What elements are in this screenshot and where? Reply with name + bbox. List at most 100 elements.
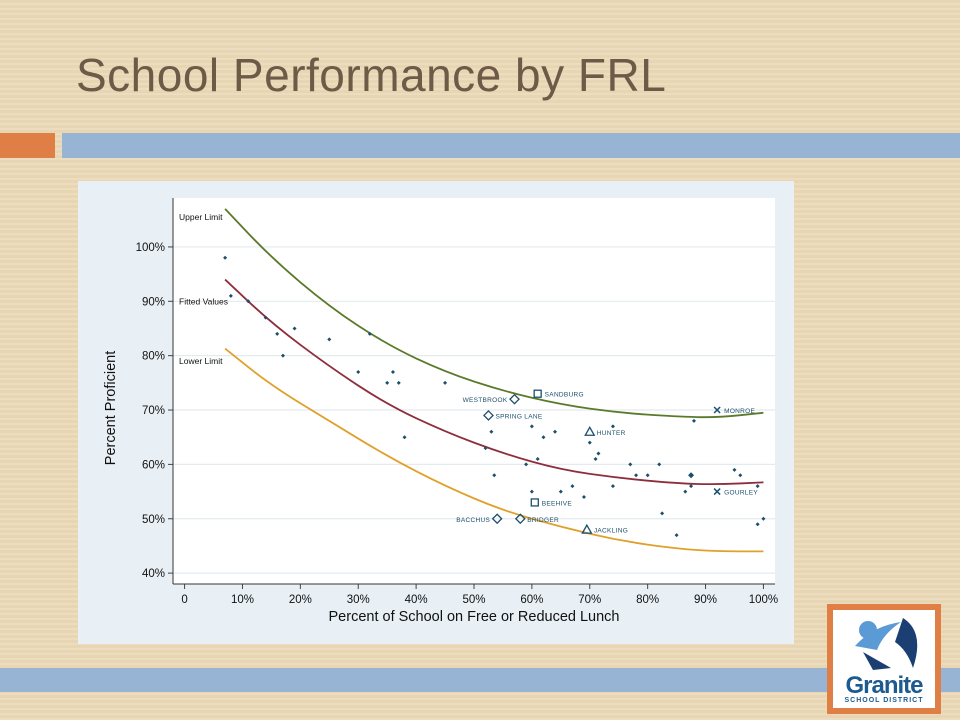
logo-subtitle: SCHOOL DISTRICT <box>844 697 924 704</box>
x-tick-label: 0 <box>181 594 187 606</box>
data-point <box>529 489 534 494</box>
labeled-point-marker <box>491 513 503 525</box>
lower-limit-curve <box>224 347 764 553</box>
data-point <box>634 473 639 478</box>
y-tick-label: 60% <box>142 459 165 471</box>
data-point <box>581 495 586 500</box>
data-point <box>223 255 228 260</box>
point-label: SPRING LANE <box>495 413 542 420</box>
point-label: JACKLING <box>594 528 628 535</box>
logo-inner: Granite SCHOOL DISTRICT <box>833 610 935 708</box>
point-label: GOURLEY <box>724 490 758 497</box>
upper-limit-curve <box>224 208 764 419</box>
curve-label: Fitted Values <box>179 296 228 306</box>
labeled-point-marker <box>713 488 721 496</box>
x-tick-label: 40% <box>405 594 428 606</box>
labeled-point-marker <box>533 389 542 398</box>
x-tick-label: 100% <box>749 594 778 606</box>
data-point <box>674 533 679 538</box>
data-point <box>443 380 448 385</box>
point-label: MONROE <box>724 408 755 415</box>
labeled-point-marker <box>530 498 539 507</box>
x-tick-label: 30% <box>347 594 370 606</box>
y-axis-label: Percent Proficient <box>103 351 119 465</box>
point-label: BEEHIVE <box>542 500 573 507</box>
data-point <box>524 462 529 467</box>
labeled-point-marker <box>581 523 593 534</box>
chart-frame: 40% 50% 60% 70% 80% 90% 100% 0 10% 20% 30% 40% 50% 60… <box>78 181 794 644</box>
data-point <box>402 435 407 440</box>
accent-bar-blue-top <box>62 133 960 158</box>
data-point <box>738 473 743 478</box>
x-tick-label: 70% <box>578 594 601 606</box>
y-tick-label: 50% <box>142 514 165 526</box>
figure-logo-icon <box>855 618 918 670</box>
data-point <box>292 326 297 331</box>
accent-bar-blue-bottom <box>0 668 960 692</box>
data-point <box>280 353 285 358</box>
data-point <box>755 522 760 527</box>
data-point <box>553 429 558 434</box>
y-tick-label: 80% <box>142 351 165 363</box>
data-point <box>390 369 395 374</box>
scatter-chart: 40% 50% 60% 70% 80% 90% 100% 0 10% 20% 30% 40% 50% 60… <box>103 198 778 625</box>
labeled-point-marker <box>509 393 520 405</box>
curve-label: Upper Limit <box>179 212 223 222</box>
data-point <box>246 299 251 304</box>
point-label: WESTBROOK <box>463 397 508 404</box>
labeled-point-marker <box>688 472 695 479</box>
slide-title: School Performance by FRL <box>76 49 667 101</box>
data-point <box>396 380 401 385</box>
data-point <box>628 462 633 467</box>
point-label: BRIDGER <box>527 517 559 524</box>
data-point <box>535 456 540 461</box>
data-point <box>356 369 361 374</box>
x-tick-label: 90% <box>694 594 717 606</box>
data-point <box>489 429 494 434</box>
data-point <box>610 424 615 429</box>
data-point <box>275 331 280 336</box>
data-point <box>367 331 372 336</box>
x-tick-label: 60% <box>520 594 543 606</box>
labeled-point-marker <box>713 406 721 414</box>
data-point <box>570 484 575 489</box>
x-tick-label: 10% <box>231 594 254 606</box>
data-point <box>657 462 662 467</box>
point-label: SANDBURG <box>545 392 584 399</box>
data-point <box>683 489 688 494</box>
accent-bar-orange <box>0 133 55 158</box>
data-point <box>610 484 615 489</box>
data-point <box>691 418 696 423</box>
y-tick-label: 40% <box>142 568 165 580</box>
labeled-point-marker <box>483 410 494 421</box>
curve-label: Lower Limit <box>179 356 223 366</box>
point-label: BACCHUS <box>456 517 490 524</box>
x-tick-label: 50% <box>462 594 485 606</box>
data-point <box>660 511 665 516</box>
x-axis-label: Percent of School on Free or Reduced Lun… <box>329 609 620 625</box>
point-label: HUNTER <box>597 430 626 437</box>
y-tick-label: 70% <box>142 405 165 417</box>
data-point <box>732 467 737 472</box>
y-tick-label: 100% <box>136 242 165 254</box>
data-point <box>761 516 766 521</box>
y-tick-label: 90% <box>142 296 165 308</box>
granite-logo: Granite SCHOOL DISTRICT <box>827 604 941 714</box>
data-point <box>645 473 650 478</box>
x-tick-label: 20% <box>289 594 312 606</box>
data-point <box>558 489 563 494</box>
data-point <box>596 451 601 456</box>
data-point <box>263 315 268 320</box>
data-point <box>385 380 390 385</box>
fitted-values-curve <box>224 278 764 486</box>
data-point <box>483 446 488 451</box>
data-point <box>492 473 497 478</box>
labeled-point-marker <box>514 513 526 525</box>
data-point <box>228 293 233 298</box>
data-point <box>529 424 534 429</box>
logo-word: Granite <box>845 672 923 699</box>
data-point <box>541 435 546 440</box>
x-tick-label: 80% <box>636 594 659 606</box>
data-point <box>327 337 332 342</box>
data-point <box>593 456 598 461</box>
